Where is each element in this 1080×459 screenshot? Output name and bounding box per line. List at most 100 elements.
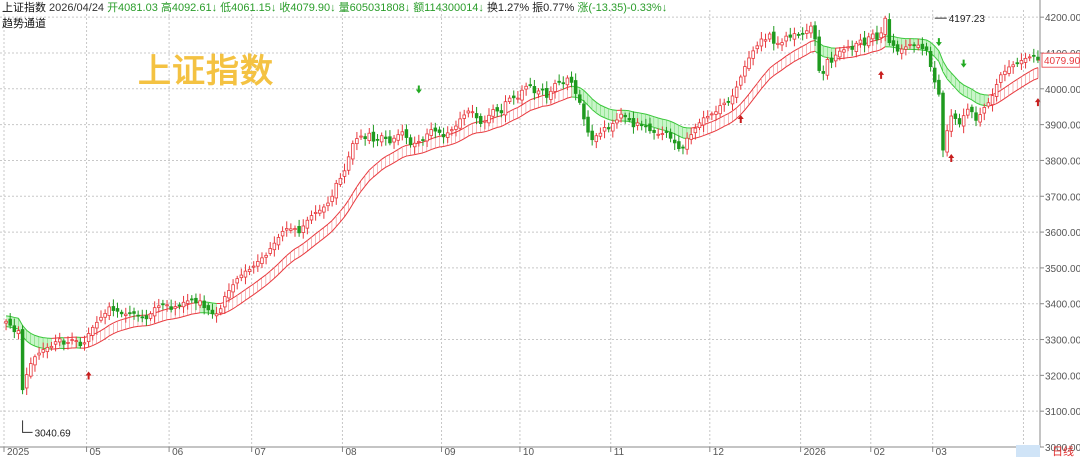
channel-segment <box>39 337 43 349</box>
candle-body <box>653 130 656 132</box>
candle-body <box>991 96 994 105</box>
change-value: 涨(-13.35)-0.33%↓ <box>577 2 667 14</box>
x-tick-label: 09 <box>445 447 457 457</box>
candle-body <box>199 301 202 305</box>
candle-body <box>162 304 165 305</box>
open-value: 开4081.03 <box>107 2 158 14</box>
channel-segment <box>683 127 687 138</box>
channel-segment <box>658 118 662 130</box>
candle-body <box>380 136 383 142</box>
low-label: 3040.69 <box>35 428 72 439</box>
y-tick-label: 3100.00 <box>1045 407 1080 418</box>
candle-body <box>756 46 759 49</box>
candle-body <box>545 88 548 97</box>
channel-segment <box>423 141 427 153</box>
x-tick-label: 07 <box>255 447 267 457</box>
candle-body <box>1020 61 1023 64</box>
candle-body <box>566 78 569 85</box>
candle-body <box>909 44 912 45</box>
candle-body <box>752 51 755 59</box>
candle-body <box>533 86 536 92</box>
candle-body <box>781 43 784 45</box>
candle-body <box>682 147 685 148</box>
candle-body <box>223 297 226 307</box>
candle-body <box>748 58 751 69</box>
channel-segment <box>419 142 423 154</box>
candle-body <box>760 39 763 46</box>
candle-body <box>91 327 94 335</box>
candle-body <box>896 45 899 52</box>
channel-segment <box>567 86 571 98</box>
x-tick-label: 03 <box>936 447 948 457</box>
candle-body <box>694 128 697 132</box>
amount-value: 额114300014↓ <box>413 2 484 14</box>
candle-body <box>892 41 895 46</box>
y-tick-label: 4200.00 <box>1045 13 1080 24</box>
candle-body <box>673 140 676 143</box>
channel-segment <box>530 98 534 110</box>
candle-body <box>54 342 57 345</box>
x-tick-label: 2025 <box>7 447 30 457</box>
candle-body <box>112 306 115 310</box>
candle-body <box>1004 71 1007 74</box>
candle-body <box>789 35 792 37</box>
candle-body <box>867 37 870 46</box>
candle-body <box>87 333 90 341</box>
candle-body <box>450 130 453 131</box>
candle-body <box>401 132 404 135</box>
candle-body <box>479 116 482 123</box>
candle-body <box>900 49 903 53</box>
candle-body <box>925 47 928 50</box>
candle-body <box>339 178 342 184</box>
candle-body <box>79 342 82 345</box>
high-label: 4197.23 <box>949 14 986 25</box>
high-value: 高4092.61↓ <box>161 2 217 14</box>
candle-body <box>273 243 276 249</box>
candle-body <box>314 212 317 213</box>
candle-body <box>368 133 371 140</box>
channel-segment <box>497 116 501 128</box>
candle-body <box>607 128 610 129</box>
channel-lower <box>860 55 864 56</box>
y-tick-label: 3800.00 <box>1045 156 1080 167</box>
candle-body <box>946 131 949 152</box>
channel-segment <box>939 51 943 72</box>
candle-body <box>384 137 387 139</box>
x-tick-label: 05 <box>90 447 102 457</box>
candle-body <box>471 112 474 113</box>
channel-upper <box>683 127 687 128</box>
channel-segment <box>559 89 563 101</box>
candle-body <box>764 40 767 41</box>
candle-body <box>331 196 334 201</box>
candle-body <box>624 115 627 116</box>
candle-body <box>153 308 156 316</box>
channel-segment <box>122 318 126 330</box>
candle-body <box>463 115 466 119</box>
candle-body <box>459 119 462 128</box>
channel-segment <box>435 136 439 148</box>
candle-body <box>256 261 259 266</box>
candle-body <box>182 302 185 306</box>
candle-body <box>525 86 528 89</box>
channel-segment <box>642 113 646 125</box>
candle-body <box>591 131 594 140</box>
channel-segment <box>130 316 134 328</box>
candle-body <box>34 357 37 365</box>
candle-body <box>888 19 891 42</box>
candle-body <box>71 340 74 341</box>
candle-body <box>876 33 879 40</box>
low-leader <box>23 420 33 432</box>
candle-body <box>504 102 507 115</box>
candle-body <box>735 87 738 97</box>
candle-body <box>46 347 49 351</box>
candle-body <box>649 124 652 131</box>
candle-body <box>137 315 140 316</box>
channel-segment <box>167 309 171 320</box>
candle-body <box>215 314 218 316</box>
candle-body <box>1012 65 1015 67</box>
candle-body <box>826 59 829 75</box>
x-tick-label: 02 <box>874 447 886 457</box>
x-tick-label: 11 <box>614 447 625 457</box>
candle-body <box>793 34 796 40</box>
candle-body <box>397 135 400 141</box>
